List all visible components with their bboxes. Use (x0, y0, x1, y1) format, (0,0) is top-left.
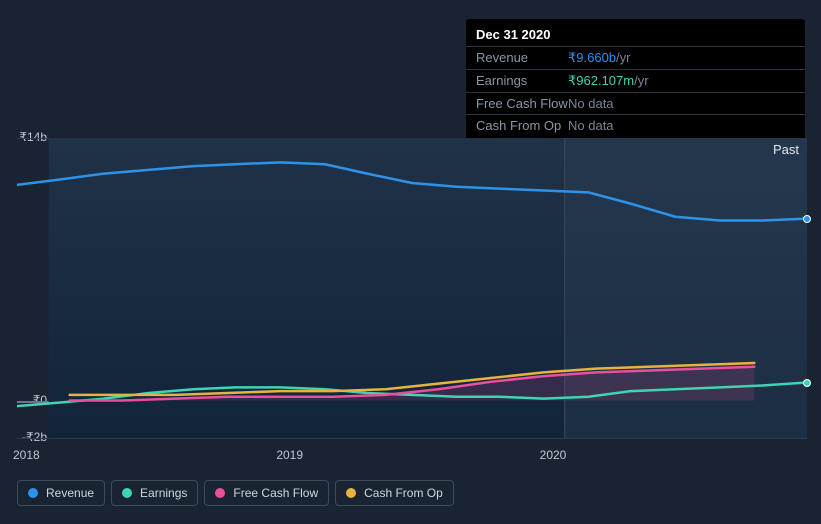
tooltip-row: Revenue₹9.660b /yr (466, 47, 805, 70)
legend-label: Free Cash Flow (233, 486, 318, 500)
legend-color-dot (28, 488, 38, 498)
tooltip-metric-value: ₹962.107m (568, 73, 634, 89)
tooltip-metric-label: Free Cash Flow (476, 96, 568, 111)
plot-area[interactable] (17, 138, 807, 438)
series-end-marker (803, 215, 811, 223)
legend-color-dot (346, 488, 356, 498)
legend: Revenue Earnings Free Cash Flow Cash From O… (17, 480, 454, 506)
legend-label: Cash From Op (364, 486, 443, 500)
x-axis-tick: 2019 (276, 448, 303, 462)
tooltip-metric-label: Revenue (476, 50, 568, 66)
tooltip-metric-label: Earnings (476, 73, 568, 89)
tooltip-metric-suffix: /yr (634, 73, 648, 89)
tooltip-metric-value: No data (568, 96, 614, 111)
past-label: Past (773, 142, 799, 157)
tooltip-date: Dec 31 2020 (466, 23, 805, 47)
tooltip-row: Earnings₹962.107m /yr (466, 70, 805, 93)
legend-item[interactable]: Earnings (111, 480, 198, 506)
gridline (17, 438, 807, 439)
legend-item[interactable]: Revenue (17, 480, 105, 506)
tooltip-metric-suffix: /yr (616, 50, 630, 66)
legend-color-dot (122, 488, 132, 498)
tooltip-metric-value: ₹9.660b (568, 50, 616, 66)
legend-label: Earnings (140, 486, 187, 500)
tooltip-row: Free Cash FlowNo data (466, 93, 805, 115)
legend-item[interactable]: Free Cash Flow (204, 480, 329, 506)
series-end-marker (803, 379, 811, 387)
legend-label: Revenue (46, 486, 94, 500)
x-axis-tick: 2020 (540, 448, 567, 462)
legend-item[interactable]: Cash From Op (335, 480, 454, 506)
x-axis-tick: 2018 (13, 448, 40, 462)
financials-chart: ₹14b₹0-₹2b Past 201820192020 (17, 120, 807, 465)
legend-color-dot (215, 488, 225, 498)
